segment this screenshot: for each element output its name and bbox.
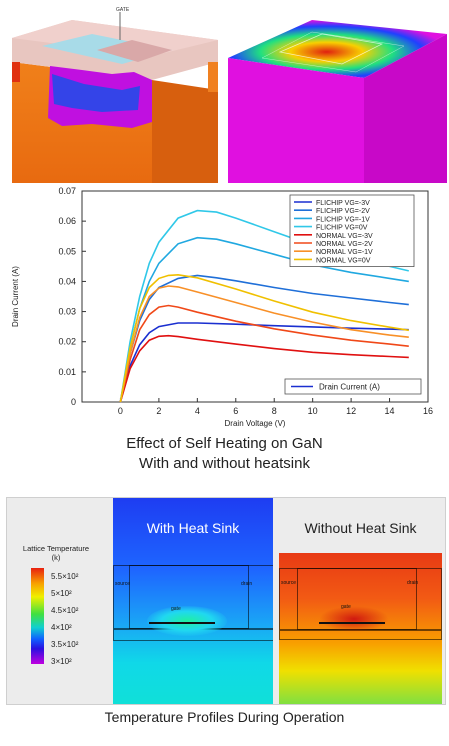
y-tick-label: 0.06 [58,216,76,226]
y-tick-label: 0.05 [58,246,76,256]
colorbar-label: 3.5×10² [51,640,79,649]
right-device-block [228,20,447,183]
source-label: source [115,581,131,587]
x-axis-label: Drain Voltage (V) [225,419,286,428]
legend-entry: NORMAL VG=0V [316,257,371,264]
x-tick-label: 12 [346,406,356,416]
chart-svg: 0 0.01 0.02 0.03 0.04 0.05 0.06 0.07 0 2 4 6 8 10 12 14… [11,186,433,428]
x-tick-label: 14 [385,406,395,416]
legend-entry: NORMAL VG=-2V [316,241,373,248]
device-3d-renders: GATE [12,0,447,183]
drain-current-chart: 0 0.01 0.02 0.03 0.04 0.05 0.06 0.07 0 2 4 6 8 10 12 14… [0,183,449,428]
series-line [119,304,409,403]
colorbar-label: 4×10² [51,623,72,632]
x-tick-label: 2 [156,406,161,416]
temperature-colorbar [31,568,44,664]
colorbar-label: 3×10² [51,657,72,666]
series-line [119,334,409,403]
series-line [119,274,409,403]
bottom-legend-entry: Drain Current (A) [319,383,380,392]
y-axis-label: Drain Current (A) [11,266,20,327]
legend-entry: NORMAL VG=-1V [316,249,373,256]
colorbar-title-line1: Lattice Temperature [22,544,90,553]
y-tick-label: 0.03 [58,307,76,317]
chart-caption-line1: Effect of Self Heating on GaN [126,435,323,452]
y-tick-label: 0.01 [58,367,76,377]
colorbar-title-line2: (k) [51,553,61,562]
x-tick-label: 16 [423,406,433,416]
bottom-legend-box [284,378,422,395]
colorbar-title: Lattice Temperature (k) [17,544,95,562]
series-line [119,285,409,403]
without-heat-sink-profile: Without Heat Sink source drain gate [279,498,442,704]
source-label: source [281,580,297,586]
y-tick-label: 0.02 [58,337,76,347]
device-3d-renders-svg: GATE [12,7,447,183]
y-tick-label: 0.07 [58,186,76,196]
without-heat-sink-title: Without Heat Sink [304,520,417,536]
legend-entry: NORMAL VG=-3V [316,233,373,240]
gate-label: gate [341,604,351,610]
y-tick-label: 0 [71,397,76,407]
chart-caption: Effect of Self Heating on GaN With and w… [0,434,449,474]
hotspot [147,606,227,636]
with-heat-sink-profile: With Heat Sink source drain gate [113,498,273,704]
legend-entry: FLICHIP VG=-1V [316,216,370,223]
colorbar-label: 5.5×10² [51,572,79,581]
drain-label: drain [407,580,419,586]
legend-box [289,194,415,267]
y-tick-label: 0.04 [58,276,76,286]
gate-label-3d: GATE [116,7,130,13]
legend-entry: FLICHIP VG=-3V [316,200,370,207]
legend-entry: FLICHIP VG=-2V [316,208,370,215]
chart-caption-line2: With and without heatsink [139,455,310,472]
with-heat-sink-title: With Heat Sink [146,520,240,536]
drain-label: drain [241,581,253,587]
profiles-caption: Temperature Profiles During Operation [104,709,345,725]
x-tick-label: 6 [233,406,238,416]
series-line [119,273,409,403]
gate-electrode [319,622,385,624]
series-line [119,322,409,403]
x-tick-label: 10 [308,406,318,416]
gate-label: gate [171,606,181,612]
hotspot [319,606,389,632]
x-tick-label: 4 [195,406,200,416]
colorbar-label: 5×10² [51,589,72,598]
colorbar-label: 4.5×10² [51,606,79,615]
legend-entry: FLICHIP VG=0V [316,225,368,232]
gate-electrode [149,622,215,624]
x-tick-label: 0 [118,406,123,416]
x-tick-label: 8 [272,406,277,416]
left-device-block: GATE [12,7,218,183]
temperature-profiles-panel: Lattice Temperature (k) 5.5×10² 5×10² 4.… [6,497,446,705]
